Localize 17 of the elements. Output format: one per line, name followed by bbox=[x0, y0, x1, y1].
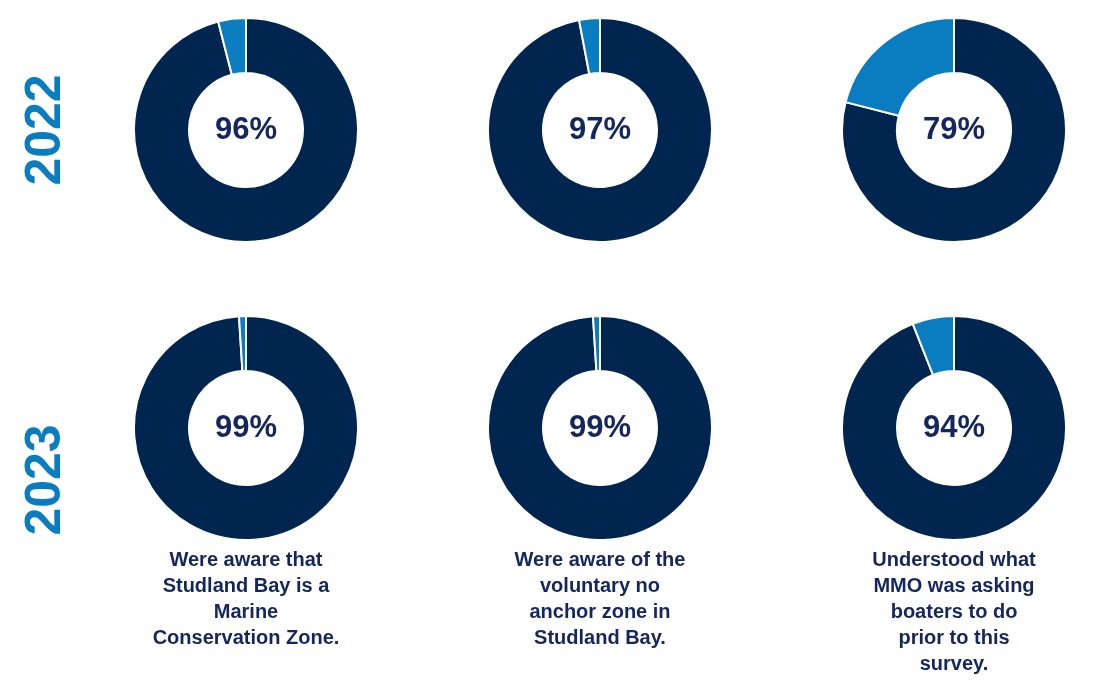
text: Were aware of the voluntary no anchor zone in Studland Bay. bbox=[514, 548, 686, 648]
data-label: 79% bbox=[922, 111, 986, 146]
text: 2023 bbox=[15, 424, 71, 536]
donut-slice bbox=[841, 315, 1067, 541]
text: Were aware that Studland Bay is a Marine Conservation Zone. bbox=[152, 548, 340, 648]
donut-slice bbox=[133, 315, 359, 541]
data-label: 99% bbox=[568, 409, 632, 444]
donut-slice bbox=[841, 17, 1067, 243]
text: 2022 bbox=[15, 74, 71, 186]
donut-slice bbox=[487, 315, 713, 541]
text: Understood what MMO was asking boaters to do prior to this survey. bbox=[872, 548, 1036, 674]
data-label: 94% bbox=[922, 409, 986, 444]
donut-slice bbox=[133, 17, 359, 243]
donut-slice bbox=[487, 17, 713, 243]
data-label: 96% bbox=[214, 111, 278, 146]
data-label: 99% bbox=[214, 409, 278, 444]
data-label: 97% bbox=[568, 111, 632, 146]
